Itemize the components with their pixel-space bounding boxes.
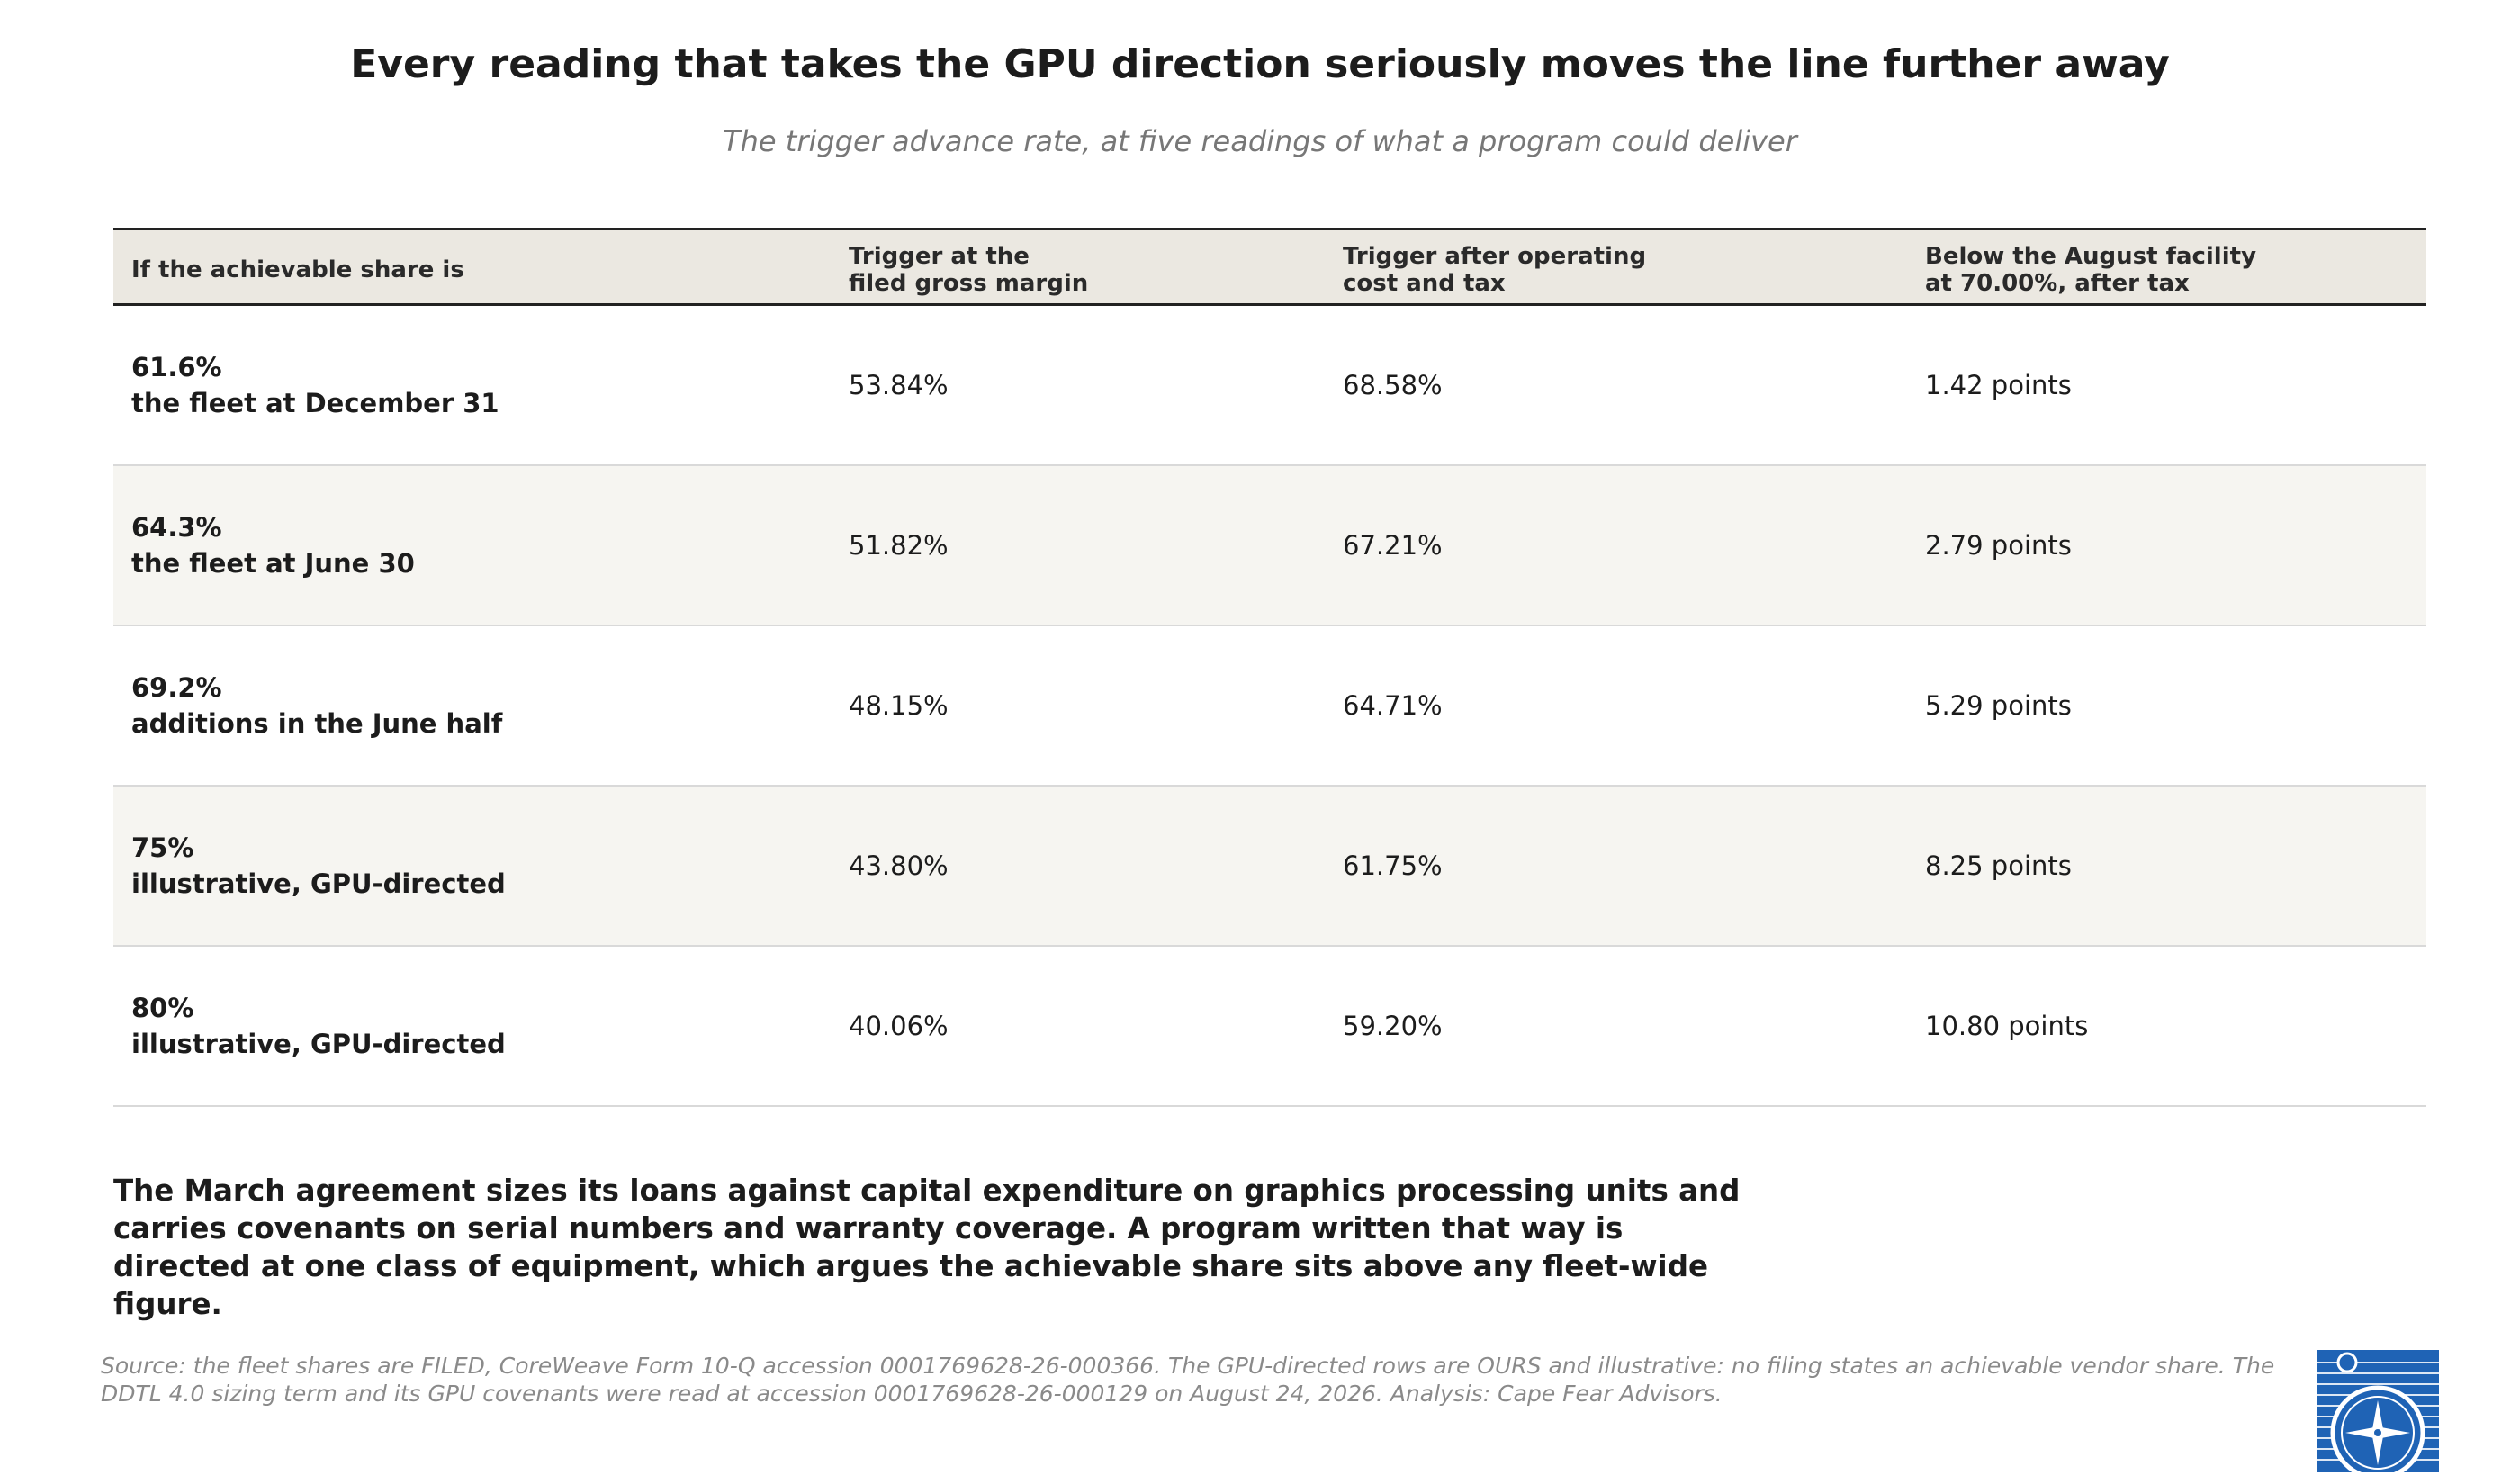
- gross-margin-trigger: 51.82%: [849, 530, 949, 561]
- share-value: 69.2%: [131, 672, 222, 703]
- share-description: the fleet at December 31: [131, 388, 500, 418]
- analysis-note: The March agreement sizes its loans agai…: [113, 1174, 1741, 1321]
- table-header: If the achievable share is Trigger at th…: [113, 230, 2426, 306]
- table-row: 69.2% additions in the June half 48.15% …: [113, 626, 2426, 787]
- trigger-table: If the achievable share is Trigger at th…: [113, 228, 2426, 1107]
- points-below: 2.79 points: [1925, 530, 2072, 561]
- page-subtitle: The trigger advance rate, at five readin…: [723, 124, 1797, 158]
- after-tax-trigger: 59.20%: [1343, 1011, 1443, 1041]
- header-below-facility: Below the August facility at 70.00%, aft…: [1925, 242, 2257, 297]
- points-below: 5.29 points: [1925, 690, 2072, 721]
- after-tax-trigger: 61.75%: [1343, 850, 1443, 881]
- after-tax-trigger: 64.71%: [1343, 690, 1443, 721]
- share-description: the fleet at June 30: [131, 548, 415, 579]
- header-gross-margin: Trigger at the filed gross margin: [849, 242, 1089, 297]
- gross-margin-trigger: 48.15%: [849, 690, 949, 721]
- share-value: 80%: [131, 993, 194, 1023]
- compass-rose-logo-icon: [2317, 1350, 2439, 1475]
- share-description: illustrative, GPU-directed: [131, 1029, 506, 1059]
- share-description: illustrative, GPU-directed: [131, 868, 506, 899]
- points-below: 10.80 points: [1925, 1011, 2089, 1041]
- table-row: 75% illustrative, GPU-directed 43.80% 61…: [113, 787, 2426, 947]
- share-value: 75%: [131, 832, 194, 863]
- header-share: If the achievable share is: [131, 256, 464, 283]
- points-below: 1.42 points: [1925, 370, 2072, 400]
- header-after-tax: Trigger after operating cost and tax: [1343, 242, 1647, 297]
- gross-margin-trigger: 40.06%: [849, 1011, 949, 1041]
- table-row: 61.6% the fleet at December 31 53.84% 68…: [113, 306, 2426, 466]
- gross-margin-trigger: 43.80%: [849, 850, 949, 881]
- points-below: 8.25 points: [1925, 850, 2072, 881]
- share-description: additions in the June half: [131, 708, 503, 739]
- source-note: Source: the fleet shares are FILED, Core…: [101, 1353, 2275, 1407]
- table-row: 80% illustrative, GPU-directed 40.06% 59…: [113, 947, 2426, 1107]
- share-value: 61.6%: [131, 352, 222, 382]
- share-value: 64.3%: [131, 512, 222, 543]
- gross-margin-trigger: 53.84%: [849, 370, 949, 400]
- table-row: 64.3% the fleet at June 30 51.82% 67.21%…: [113, 466, 2426, 626]
- after-tax-trigger: 67.21%: [1343, 530, 1443, 561]
- page-title: Every reading that takes the GPU directi…: [350, 41, 2170, 87]
- after-tax-trigger: 68.58%: [1343, 370, 1443, 400]
